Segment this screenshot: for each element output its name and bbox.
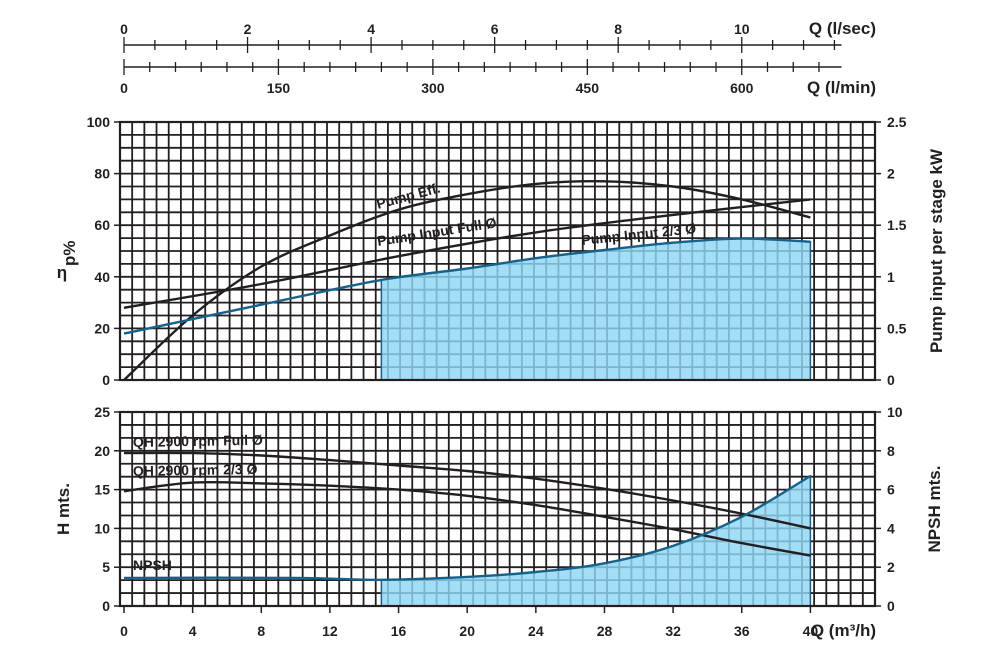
qh-2900-rpm-2-3-series bbox=[123, 480, 811, 557]
tick-label: 10 bbox=[734, 21, 750, 37]
qh-2900-rpm-full-series bbox=[123, 451, 811, 530]
right-tick-label: 8 bbox=[887, 443, 895, 459]
left-tick-label: 20 bbox=[94, 320, 110, 336]
x-tick-label: 12 bbox=[322, 623, 338, 639]
eta-sub-label: p% bbox=[60, 241, 79, 267]
axis-l-per-min-title: Q (l/min) bbox=[807, 78, 876, 97]
left-tick-label: 0 bbox=[102, 598, 110, 614]
x-tick-label: 8 bbox=[257, 623, 265, 639]
pump-input-2-3-line bbox=[123, 237, 811, 335]
right-tick-label: 0 bbox=[887, 372, 895, 388]
left-tick-label: 15 bbox=[94, 482, 110, 498]
tick-label: 4 bbox=[367, 21, 375, 37]
left-tick-label: 0 bbox=[102, 372, 110, 388]
left-tick-label: 20 bbox=[94, 443, 110, 459]
right-tick-label: 0 bbox=[887, 598, 895, 614]
tick-label: 600 bbox=[730, 80, 754, 96]
right-tick-label: 1.5 bbox=[887, 217, 907, 233]
right-tick-label: 4 bbox=[887, 520, 895, 536]
qh-2900-rpm-full-line bbox=[123, 451, 811, 530]
right-tick-label: 2 bbox=[887, 166, 895, 182]
h-axis-title: H mts. bbox=[54, 483, 73, 535]
x-tick-label: 40 bbox=[803, 623, 819, 639]
efficiency-power-panel: Pump Eff.Pump Input Full Ø Pump Input 2/3… bbox=[57, 114, 946, 388]
left-tick-label: 25 bbox=[94, 404, 110, 420]
npsh-series bbox=[123, 474, 812, 582]
x-tick-label: 24 bbox=[528, 623, 544, 639]
tick-label: 300 bbox=[421, 80, 445, 96]
right-tick-label: 6 bbox=[887, 482, 895, 498]
pump-eff-series bbox=[123, 180, 811, 381]
tick-label: 0 bbox=[120, 21, 128, 37]
right-tick-label: 2 bbox=[887, 559, 895, 575]
x-axis-title: Q (m³/h) bbox=[811, 621, 876, 640]
axis-l-per-min: 0 150 300 450 600 Q (l/min) bbox=[120, 59, 876, 97]
pump-input-full-line bbox=[123, 198, 811, 309]
npsh-line bbox=[123, 474, 812, 582]
tick-label: 450 bbox=[576, 80, 600, 96]
flow-rate-axes: 0 2 4 6 8 10 Q (l/sec) 0 150 300 450 600 Q (l/min) bbox=[120, 19, 876, 97]
plot-frame bbox=[118, 410, 877, 608]
x-tick-label: 20 bbox=[459, 623, 475, 639]
x-tick-label: 32 bbox=[665, 623, 681, 639]
tick-label: 150 bbox=[267, 80, 291, 96]
pump-input-title: Pump input per stage kW bbox=[927, 148, 946, 353]
qh-2900-rpm-2-3-line bbox=[123, 480, 811, 557]
plot-frame bbox=[118, 120, 877, 382]
qh-2900-rpm-full-label: QH 2900 rpm Full Ø bbox=[133, 432, 263, 450]
tick-label: 6 bbox=[491, 21, 499, 37]
x-tick-label: 4 bbox=[189, 623, 197, 639]
left-tick-label: 80 bbox=[94, 166, 110, 182]
left-tick-label: 10 bbox=[94, 520, 110, 536]
x-tick-label: 0 bbox=[120, 623, 128, 639]
pump-eff-line bbox=[123, 180, 811, 381]
tick-label: 0 bbox=[120, 80, 128, 96]
pump-input-full-series bbox=[123, 198, 811, 309]
left-tick-label: 5 bbox=[102, 559, 110, 575]
left-tick-label: 40 bbox=[94, 269, 110, 285]
x-tick-label: 36 bbox=[734, 623, 750, 639]
npsh-axis-title: NPSH mts. bbox=[925, 466, 944, 553]
pump-input-2-3-series bbox=[123, 237, 811, 335]
eta-label: η bbox=[57, 263, 67, 282]
tick-label: 8 bbox=[614, 21, 622, 37]
right-tick-label: 0.5 bbox=[887, 320, 907, 336]
npsh-label: NPSH bbox=[133, 557, 172, 573]
x-tick-label: 16 bbox=[391, 623, 407, 639]
axis-l-per-sec: 0 2 4 6 8 10 Q (l/sec) bbox=[120, 19, 876, 53]
right-tick-label: 10 bbox=[887, 404, 903, 420]
qh-2900-rpm-2-3-label: QH 2900 rpm 2/3 Ø bbox=[133, 461, 258, 479]
head-npsh-panel: QH 2900 rpm Full Ø QH 2900 rpm 2/3 Ø NPSH 0… bbox=[54, 404, 944, 640]
tick-label: 2 bbox=[244, 21, 252, 37]
left-tick-label: 100 bbox=[87, 114, 111, 130]
left-tick-label: 60 bbox=[94, 217, 110, 233]
right-tick-label: 1 bbox=[887, 269, 895, 285]
axis-l-per-sec-title: Q (l/sec) bbox=[809, 19, 876, 38]
x-tick-label: 28 bbox=[597, 623, 613, 639]
right-tick-label: 2.5 bbox=[887, 114, 907, 130]
